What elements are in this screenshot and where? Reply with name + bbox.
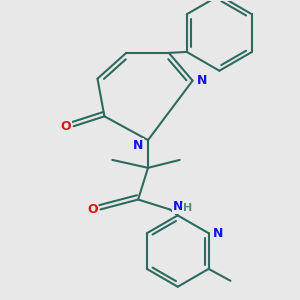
Text: O: O	[61, 120, 71, 133]
Text: N: N	[172, 200, 183, 213]
Text: O: O	[87, 203, 98, 216]
Text: N: N	[213, 227, 224, 240]
Text: N: N	[133, 139, 143, 152]
Text: H: H	[183, 203, 192, 214]
Text: N: N	[197, 74, 208, 87]
